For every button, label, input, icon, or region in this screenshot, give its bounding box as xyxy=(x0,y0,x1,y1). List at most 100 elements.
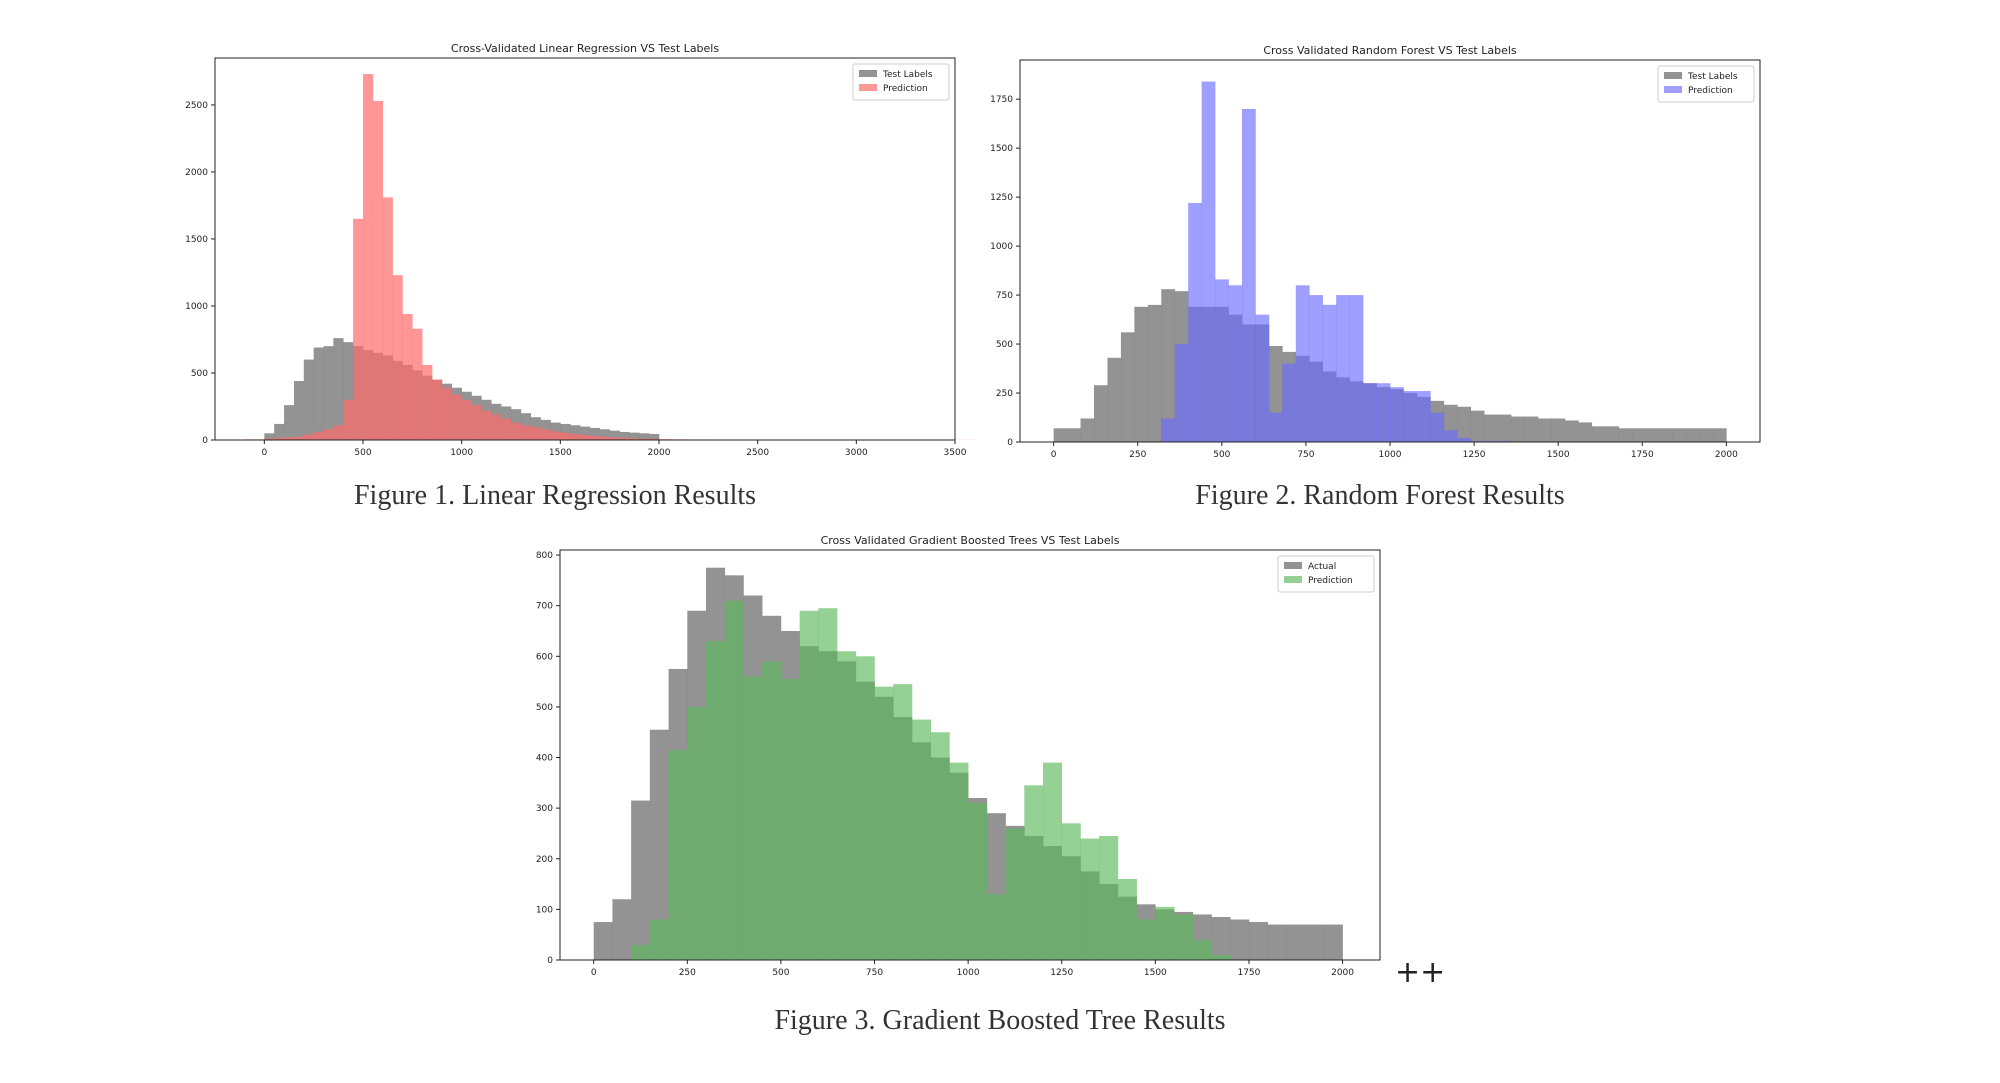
x-tick-label: 2000 xyxy=(1331,968,1354,978)
histogram-bar xyxy=(1605,426,1620,442)
legend-label: Prediction xyxy=(1688,86,1733,96)
chart-title: Cross-Validated Linear Regression VS Tes… xyxy=(451,42,719,55)
histogram-bar xyxy=(1061,823,1081,960)
histogram-bar xyxy=(1645,428,1660,442)
legend: Actual Prediction xyxy=(1277,555,1375,593)
histogram-bar xyxy=(1376,383,1391,442)
x-tick-label: 250 xyxy=(1129,450,1146,460)
histogram-bar xyxy=(1286,924,1306,960)
histogram-bar xyxy=(274,437,285,440)
histogram-bar xyxy=(1024,785,1044,960)
y-tick-label: 500 xyxy=(536,703,553,713)
histogram-bar xyxy=(1511,416,1525,442)
histogram-bar xyxy=(1443,430,1458,442)
histogram-bar xyxy=(530,427,541,440)
histogram-bar xyxy=(540,429,551,440)
y-tick-label: 500 xyxy=(996,340,1013,350)
y-tick-label: 0 xyxy=(1007,438,1013,448)
histogram-bar xyxy=(1174,914,1194,960)
histogram-bar xyxy=(343,342,354,440)
histogram-bar xyxy=(724,600,744,960)
legend-swatch xyxy=(1284,562,1302,569)
histogram-bar xyxy=(1618,428,1633,442)
histogram-bar xyxy=(1136,919,1156,960)
histogram-bar xyxy=(949,762,969,960)
histogram-bar xyxy=(1699,428,1714,442)
histogram-bar xyxy=(619,431,630,440)
x-tick-label: 1750 xyxy=(1631,450,1654,460)
histogram-bar xyxy=(1323,924,1343,960)
histogram-bar xyxy=(1403,391,1418,442)
histogram-bar xyxy=(743,676,763,960)
chart-linear-regression: Cross-Validated Linear Regression VS Tes… xyxy=(185,40,975,460)
histogram-bar xyxy=(1295,285,1310,442)
legend-label: Test Labels xyxy=(882,70,933,80)
histogram-bar xyxy=(1053,428,1068,442)
histogram-bar xyxy=(589,435,601,440)
chart-title: Cross Validated Gradient Boosted Trees V… xyxy=(821,534,1120,547)
histogram-bar xyxy=(1080,838,1100,960)
histogram-bar xyxy=(1390,387,1404,442)
x-tick-label: 750 xyxy=(866,968,883,978)
histogram-bar xyxy=(560,423,571,440)
histogram-bar xyxy=(481,410,492,440)
legend-label: Test Labels xyxy=(1687,72,1738,82)
histogram-bar xyxy=(612,899,632,960)
y-tick-label: 0 xyxy=(202,436,208,446)
histogram-bar xyxy=(284,437,295,440)
histogram-bar xyxy=(668,749,688,960)
x-tick-label: 2000 xyxy=(1715,450,1738,460)
y-tick-label: 500 xyxy=(191,369,208,379)
histogram-bar xyxy=(1147,304,1162,442)
x-tick-label: 1500 xyxy=(549,448,572,458)
histogram-bar xyxy=(1470,410,1485,442)
y-tick-label: 100 xyxy=(536,905,553,915)
histogram-bar xyxy=(631,800,651,960)
histogram-bar xyxy=(343,399,354,440)
histogram-bar xyxy=(609,437,620,440)
histogram-bar xyxy=(1107,357,1122,442)
y-tick-label: 800 xyxy=(536,551,553,561)
y-tick-label: 250 xyxy=(996,389,1013,399)
x-tick-label: 1000 xyxy=(957,968,980,978)
histogram-bar xyxy=(1538,418,1552,442)
histogram-bar xyxy=(599,429,610,440)
histogram-bar xyxy=(293,436,305,440)
histogram-bar xyxy=(1211,916,1231,960)
histogram-bar xyxy=(1192,939,1212,960)
x-tick-label: 3000 xyxy=(845,448,868,458)
histogram-bar xyxy=(1524,416,1539,442)
y-tick-label: 750 xyxy=(996,291,1013,301)
histogram-bar xyxy=(511,422,522,440)
histogram-bar xyxy=(520,425,532,440)
histogram-bar xyxy=(629,438,640,440)
figure3-caption: Figure 3. Gradient Boosted Tree Results xyxy=(774,1005,1226,1036)
histogram-bar xyxy=(1201,81,1216,443)
x-tick-label: 2000 xyxy=(648,448,671,458)
histogram-bar xyxy=(1457,406,1472,442)
histogram-bar xyxy=(1416,391,1431,442)
histogram-bar xyxy=(1094,385,1108,442)
histogram-bar xyxy=(1305,924,1325,960)
y-tick-label: 400 xyxy=(536,754,553,764)
x-tick-label: 500 xyxy=(772,968,789,978)
histogram-bar xyxy=(599,436,610,440)
legend-label: Prediction xyxy=(883,84,928,94)
histogram-bar xyxy=(1267,924,1287,960)
histogram-bar xyxy=(1659,428,1673,442)
chart-random-forest-svg: Cross Validated Random Forest VS Test La… xyxy=(990,44,1761,460)
histogram-bar xyxy=(1242,108,1256,442)
histogram-bar xyxy=(303,359,314,440)
histogram-bar xyxy=(313,347,324,440)
plus-marks: ++ xyxy=(1395,955,1446,990)
histogram-bar xyxy=(589,427,601,440)
histogram-bar xyxy=(1174,344,1189,442)
histogram-bar xyxy=(1591,426,1606,442)
histogram-bar xyxy=(293,381,305,440)
histogram-bar xyxy=(687,706,707,960)
histogram-bar xyxy=(432,379,443,440)
y-tick-label: 2500 xyxy=(185,101,208,111)
histogram-bar xyxy=(353,218,364,440)
histogram-bar xyxy=(649,433,660,440)
histogram-bar xyxy=(629,432,640,440)
